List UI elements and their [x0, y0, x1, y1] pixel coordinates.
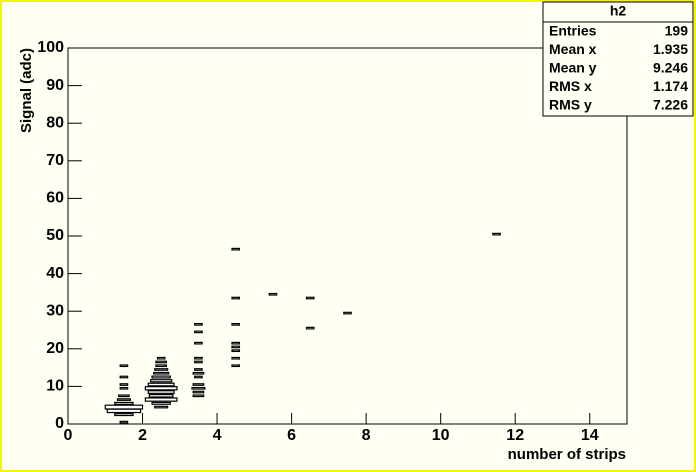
stats-label: RMS y — [549, 97, 592, 113]
bin-box — [192, 390, 205, 394]
bin-box — [144, 386, 178, 391]
x-tick-label: 6 — [287, 427, 296, 444]
x-tick-label: 12 — [506, 427, 524, 444]
y-tick-label: 0 — [55, 415, 64, 432]
bin-box — [343, 311, 352, 315]
bin-box — [194, 360, 203, 364]
stats-label: Mean y — [549, 60, 597, 76]
bin-box — [231, 296, 241, 300]
bin-box — [119, 364, 129, 368]
bin-box — [116, 398, 131, 401]
bin-box — [231, 345, 241, 349]
stats-value: 1.935 — [653, 41, 688, 57]
bin-box — [151, 401, 171, 405]
bin-box — [119, 375, 129, 379]
bin-box — [192, 371, 205, 375]
bin-box — [119, 383, 129, 386]
stats-frame — [542, 1, 694, 117]
bin-box — [231, 247, 241, 251]
bin-box — [155, 364, 168, 368]
bin-box — [305, 296, 315, 300]
y-tick-label: 100 — [37, 39, 64, 56]
y-tick-label: 90 — [46, 77, 64, 94]
y-tick-label: 10 — [46, 378, 64, 395]
x-tick-label: 0 — [64, 427, 73, 444]
bin-box — [118, 394, 130, 398]
bin-box — [192, 383, 205, 386]
bin-box — [147, 390, 175, 394]
y-tick-label: 70 — [46, 152, 64, 169]
stats-label: Mean x — [549, 41, 597, 57]
bin-box — [231, 356, 241, 360]
stats-value: 7.226 — [653, 97, 688, 113]
y-axis-title: Signal (adc) — [18, 48, 35, 133]
x-axis-title: number of strips — [508, 446, 626, 463]
x-tick-label: 10 — [432, 427, 450, 444]
bin-box — [194, 368, 203, 371]
bin-box — [154, 405, 169, 409]
bin-box — [305, 326, 315, 330]
bin-box — [153, 371, 170, 375]
bin-box — [114, 401, 134, 405]
bin-box — [194, 330, 203, 334]
bin-box — [151, 375, 171, 379]
bin-box — [492, 232, 501, 236]
y-tick-label: 80 — [46, 114, 64, 131]
bin-box — [231, 349, 241, 353]
bin-box — [231, 341, 241, 345]
bin-box — [194, 323, 203, 326]
bin-box — [148, 394, 174, 398]
y-tick-label: 20 — [46, 340, 64, 357]
stats-value: 199 — [665, 23, 689, 39]
bin-box — [104, 404, 144, 410]
stats-value: 9.246 — [653, 60, 688, 76]
bin-box — [194, 356, 203, 360]
bin-box — [192, 394, 205, 398]
bin-box — [154, 368, 169, 371]
stats-box: h2 Entries 199 Mean x 1.935 Mean y 9.246 RMS x… — [542, 1, 694, 117]
bin-box — [150, 379, 173, 383]
bin-box — [231, 364, 241, 368]
y-tick-label: 30 — [46, 302, 64, 319]
bin-box — [155, 360, 168, 364]
bin-box — [147, 382, 175, 387]
y-tick-label: 60 — [46, 190, 64, 207]
bin-box — [119, 386, 129, 390]
bin-box — [114, 413, 134, 417]
y-tick-label: 50 — [46, 227, 64, 244]
x-tick-label: 4 — [213, 427, 222, 444]
x-tick-label: 8 — [362, 427, 371, 444]
stats-title: h2 — [610, 3, 627, 19]
y-tick-label: 40 — [46, 265, 64, 282]
x-tick-label: 14 — [581, 427, 599, 444]
stats-value: 1.174 — [653, 78, 688, 94]
bin-box — [191, 386, 206, 390]
bin-box — [194, 375, 203, 379]
x-tick-label: 2 — [138, 427, 147, 444]
bin-box — [156, 356, 166, 360]
stats-label: Entries — [549, 23, 597, 39]
bin-box — [106, 408, 142, 414]
bin-box — [231, 323, 241, 326]
stats-label: RMS x — [549, 78, 592, 94]
bin-box — [268, 292, 278, 296]
bin-box — [194, 341, 203, 345]
bin-box — [119, 420, 129, 424]
bin-box — [144, 397, 178, 402]
